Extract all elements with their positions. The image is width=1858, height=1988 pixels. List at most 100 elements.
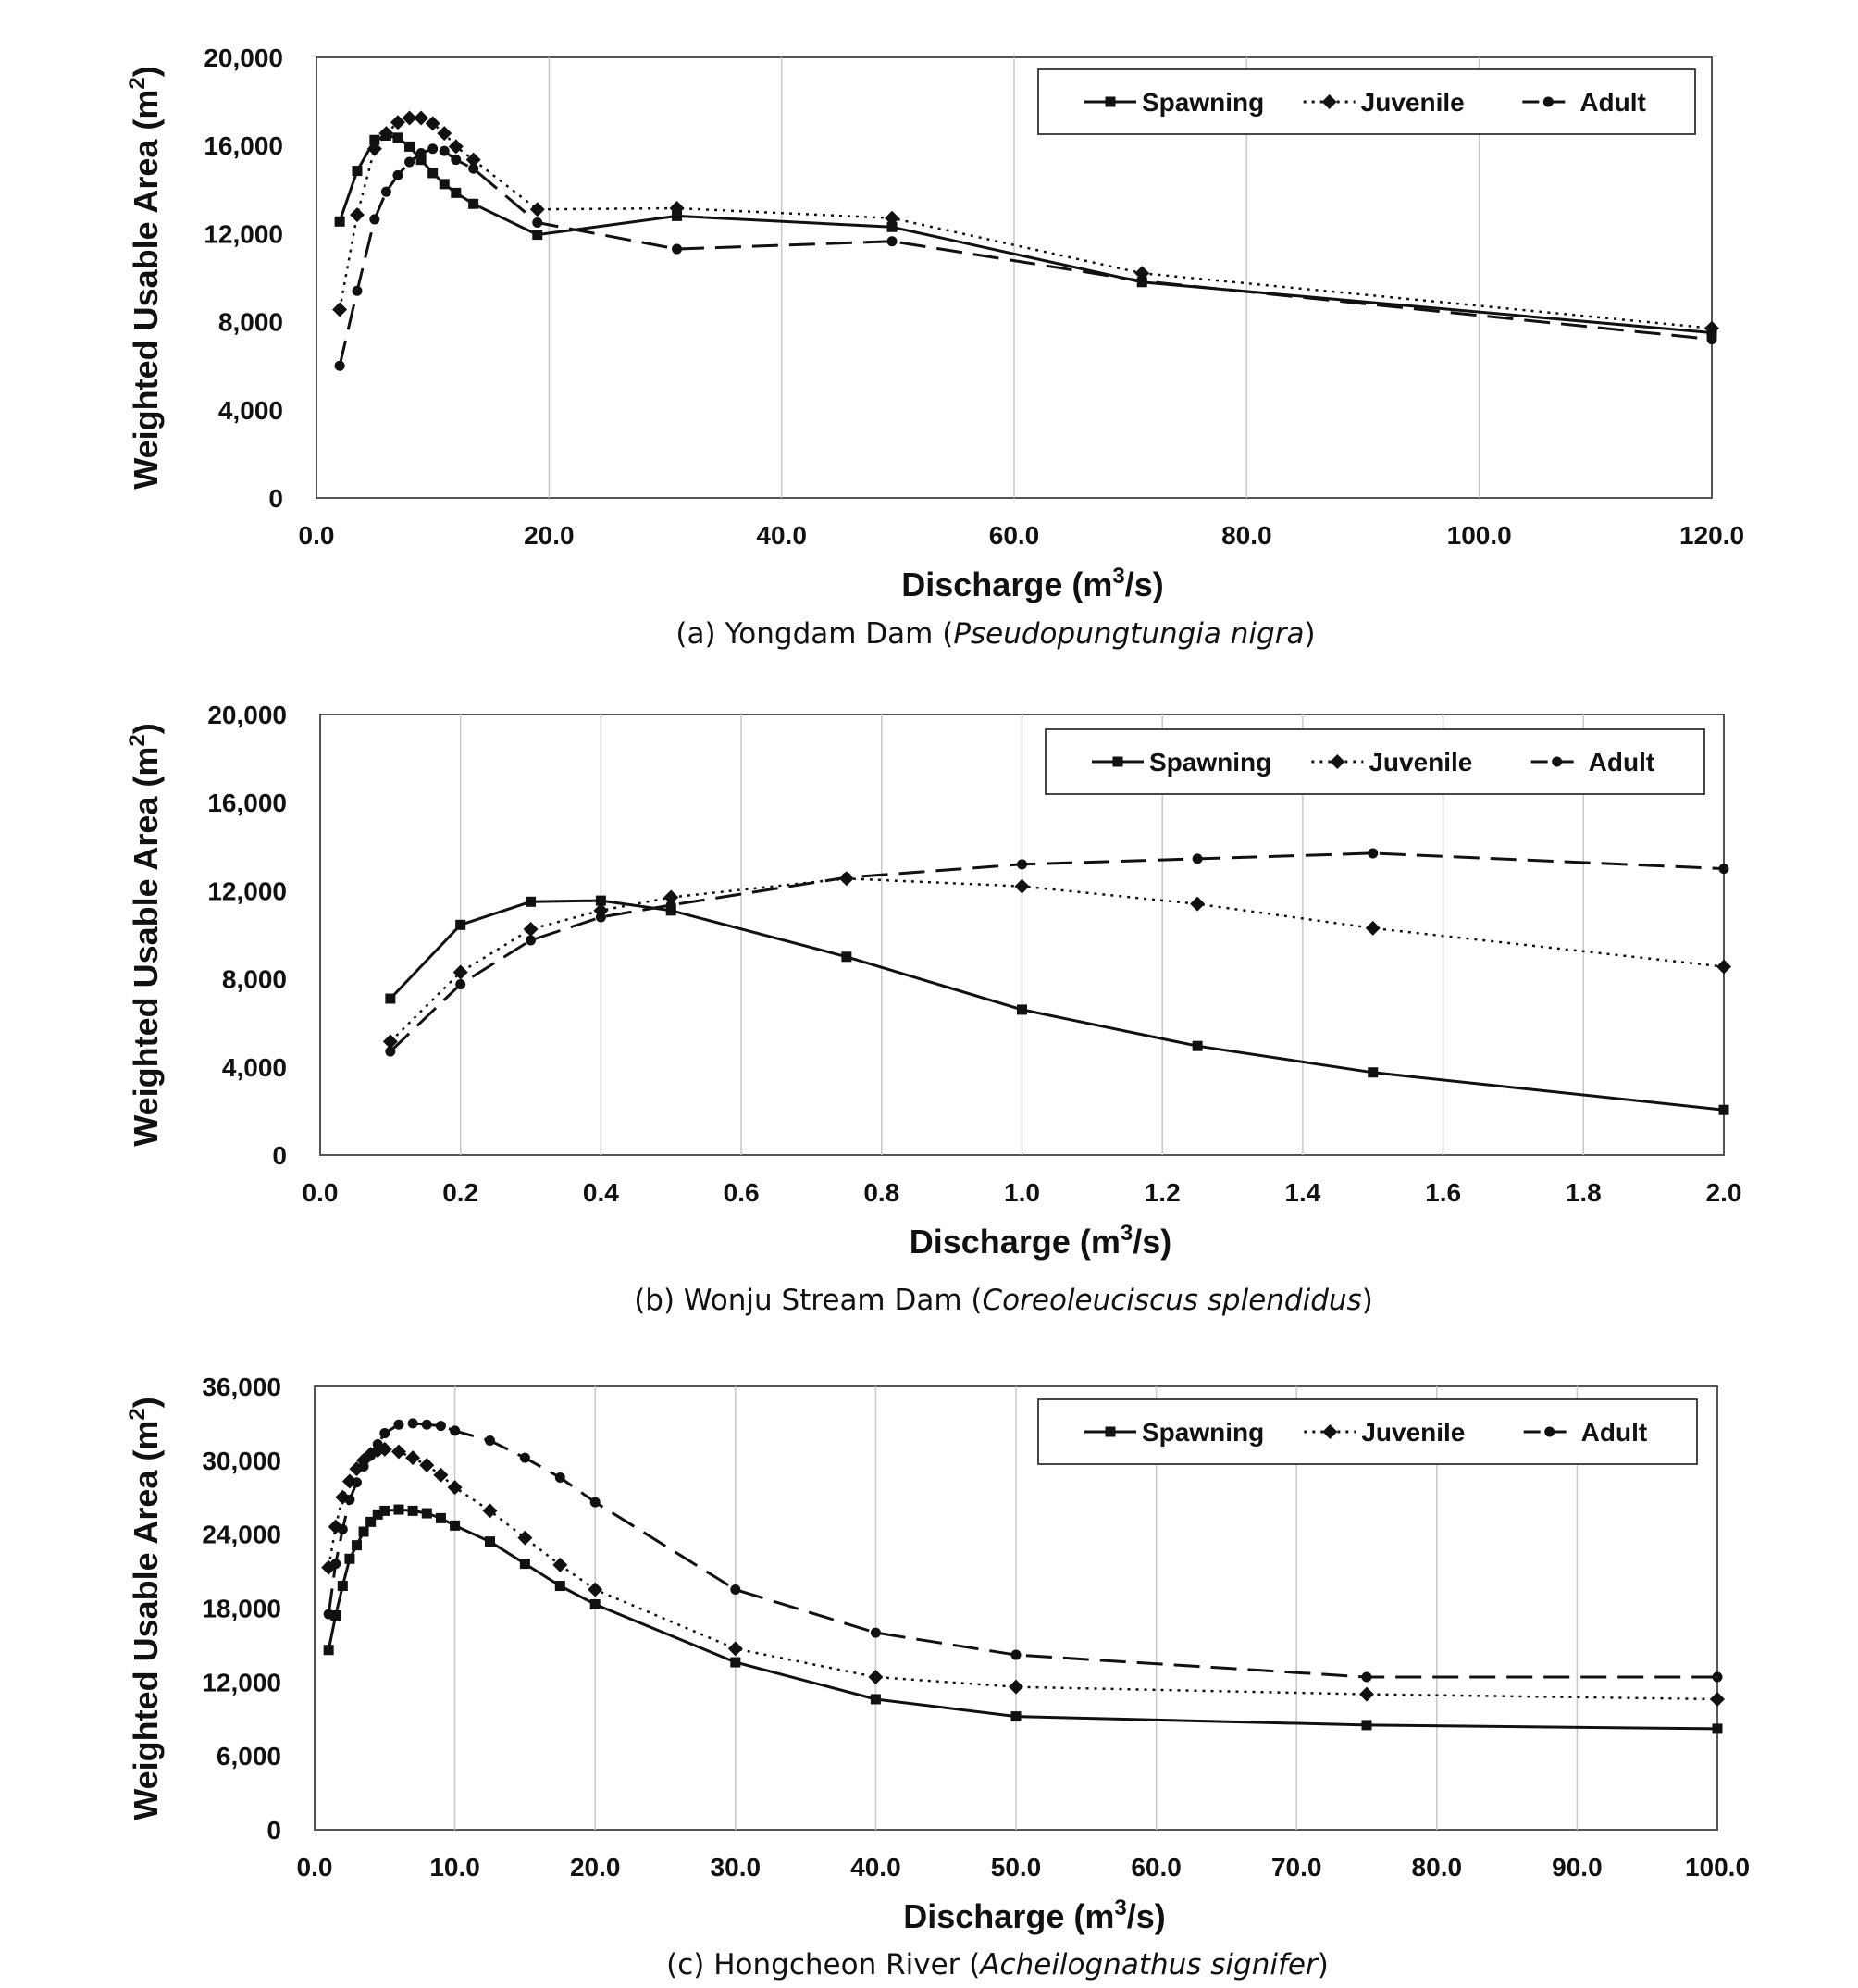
y-axis-title: Weighted Usable Area (m2) <box>125 723 165 1146</box>
x-tick-label: 0.0 <box>303 1178 339 1207</box>
y-tick-label: 8,000 <box>218 308 283 337</box>
data-point <box>334 360 345 371</box>
data-point <box>352 166 363 177</box>
data-point <box>727 1641 743 1657</box>
data-point <box>517 1530 533 1546</box>
data-point <box>482 1503 498 1519</box>
data-point <box>378 126 394 142</box>
series-juvenile <box>321 1441 1725 1707</box>
data-point <box>519 1452 530 1463</box>
data-point <box>1136 276 1147 287</box>
x-tick-label: 80.0 <box>1412 1853 1463 1882</box>
y-tick-label: 30,000 <box>202 1447 281 1475</box>
legend-label: Spawning <box>1142 1418 1264 1447</box>
data-point <box>1010 1649 1022 1660</box>
data-point <box>1190 896 1206 912</box>
data-point <box>1010 1711 1022 1722</box>
data-point <box>554 1472 565 1483</box>
y-tick-label: 6,000 <box>217 1742 281 1771</box>
data-point <box>595 912 606 923</box>
data-point <box>323 1609 334 1620</box>
data-point <box>344 1494 355 1505</box>
x-tick-label: 0.8 <box>863 1178 899 1207</box>
x-tick-label: 0.2 <box>442 1178 478 1207</box>
data-point <box>450 1520 461 1531</box>
y-tick-label: 12,000 <box>202 1668 281 1696</box>
x-tick-label: 20.0 <box>570 1853 621 1882</box>
series-line <box>390 877 1725 1043</box>
series-spawning <box>334 130 1717 338</box>
x-tick-label: 1.6 <box>1425 1178 1461 1207</box>
data-point <box>385 993 396 1004</box>
data-point <box>554 1581 565 1592</box>
legend-marker <box>1544 1426 1555 1437</box>
data-point <box>349 207 365 223</box>
legend-box <box>1045 728 1705 795</box>
y-tick-label: 20,000 <box>207 701 287 729</box>
legend-label: Adult <box>1579 88 1646 117</box>
x-tick-label: 0.6 <box>724 1178 760 1207</box>
x-tick-label: 0.0 <box>299 521 335 550</box>
legend-label: Spawning <box>1142 88 1264 117</box>
data-point <box>337 1581 348 1592</box>
data-point <box>421 1419 432 1430</box>
y-tick-label: 4,000 <box>218 396 283 425</box>
data-point <box>672 243 683 255</box>
data-point <box>392 169 403 180</box>
data-point <box>372 1439 383 1450</box>
data-point <box>1706 334 1717 345</box>
data-point <box>415 148 427 159</box>
y-tick-label: 18,000 <box>202 1595 281 1623</box>
data-point <box>1368 848 1379 859</box>
data-point <box>330 1559 341 1570</box>
x-tick-label: 90.0 <box>1552 1853 1603 1882</box>
data-point <box>405 1450 421 1466</box>
legend-marker <box>1322 1424 1338 1439</box>
x-tick-label: 40.0 <box>756 521 807 550</box>
series-adult <box>323 1418 1723 1683</box>
y-tick-label: 4,000 <box>222 1053 287 1082</box>
x-tick-label: 50.0 <box>991 1853 1042 1882</box>
series-adult <box>334 143 1717 371</box>
data-point <box>1009 1679 1023 1695</box>
legend-box <box>1037 1398 1698 1465</box>
x-tick-label: 80.0 <box>1221 521 1272 550</box>
legend-marker <box>1105 1426 1116 1437</box>
x-tick-label: 1.4 <box>1284 1178 1320 1207</box>
data-point <box>672 210 683 221</box>
data-point <box>344 1553 355 1564</box>
data-point <box>439 145 450 156</box>
x-tick-label: 30.0 <box>711 1853 762 1882</box>
data-point <box>455 979 466 990</box>
data-point <box>465 152 481 168</box>
data-point <box>589 1599 601 1610</box>
data-point <box>841 951 852 963</box>
chart-panel: 0.0 0.2 0.4 0.6 0.8 1.0 1.2 1.4 1.6 1.8 2.0 0 4,000 8… <box>125 701 1741 1317</box>
data-point <box>532 217 543 228</box>
legend: Spawning Juvenile Adult <box>1045 728 1705 795</box>
data-point <box>1192 1040 1203 1051</box>
data-point <box>425 116 440 131</box>
y-tick-label: 20,000 <box>204 43 283 72</box>
y-tick-label: 0 <box>266 1816 281 1845</box>
legend-label: Adult <box>1581 1418 1648 1447</box>
data-point <box>404 141 415 152</box>
data-point <box>393 1504 404 1515</box>
data-point <box>665 900 676 911</box>
data-point <box>1368 1067 1379 1078</box>
data-point <box>730 1584 741 1596</box>
series-spawning <box>385 895 1729 1115</box>
chart-panel: 0.0 10.0 20.0 30.0 40.0 50.0 60.0 70.0 80.0 90.0 1… <box>125 1373 1750 1982</box>
data-point <box>404 156 415 168</box>
data-point <box>380 186 391 197</box>
legend-marker <box>1330 754 1345 769</box>
x-tick-label: 1.8 <box>1566 1178 1602 1207</box>
data-point <box>870 1694 881 1705</box>
data-point <box>369 134 380 145</box>
data-point <box>334 216 345 227</box>
series-line <box>338 134 1713 334</box>
series-line <box>389 851 1725 1053</box>
data-point <box>886 236 898 247</box>
data-point <box>1192 853 1203 864</box>
series-juvenile <box>382 871 1731 1050</box>
